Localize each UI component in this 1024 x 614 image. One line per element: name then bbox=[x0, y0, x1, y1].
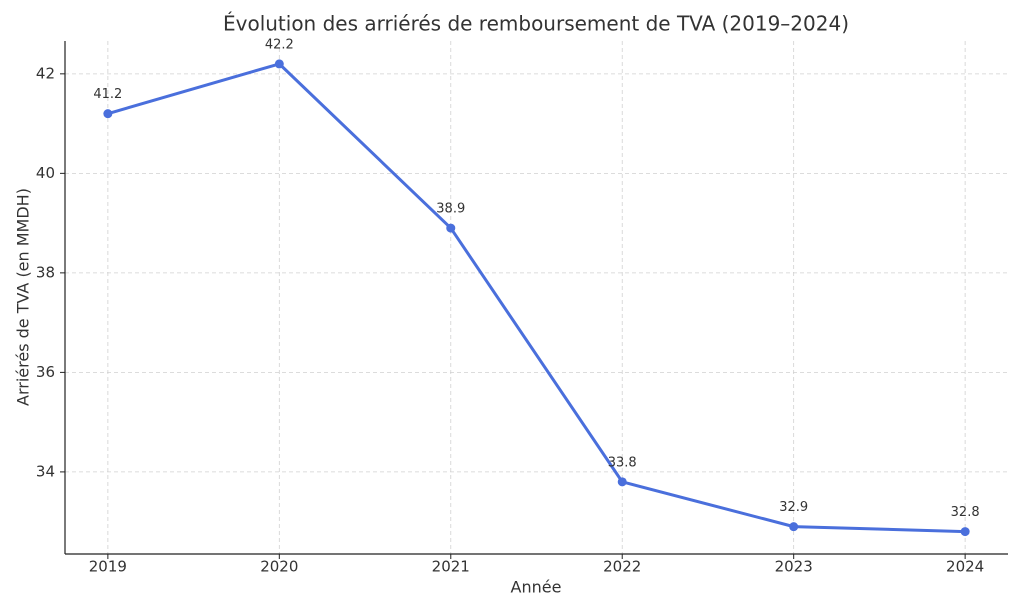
data-label: 42.2 bbox=[265, 37, 294, 52]
y-axis-label: Arriérés de TVA (en MMDH) bbox=[14, 188, 33, 406]
y-tick-label: 42 bbox=[36, 64, 55, 82]
point bbox=[789, 522, 799, 532]
point bbox=[960, 527, 970, 537]
data-label: 38.9 bbox=[436, 202, 465, 217]
chart-title: Évolution des arriérés de remboursement … bbox=[223, 12, 849, 36]
x-tick-label: 2019 bbox=[89, 558, 127, 576]
x-tick-label: 2023 bbox=[775, 558, 813, 576]
data-label: 32.9 bbox=[779, 500, 808, 515]
x-axis-label: Année bbox=[511, 578, 562, 597]
y-tick-label: 38 bbox=[36, 263, 55, 281]
y-tick-label: 40 bbox=[36, 164, 55, 182]
y-tick-label: 36 bbox=[36, 363, 55, 381]
data-label: 33.8 bbox=[608, 455, 637, 470]
data-label: 41.2 bbox=[93, 87, 122, 102]
point bbox=[446, 223, 456, 233]
x-tick-label: 2022 bbox=[603, 558, 641, 576]
y-tick-label: 34 bbox=[36, 462, 55, 480]
point bbox=[103, 109, 113, 119]
marks: 41.2 42.2 38.9 33.8 32.9 32.8 bbox=[93, 37, 980, 537]
x-tick-label: 2020 bbox=[260, 558, 298, 576]
axes bbox=[64, 41, 1008, 555]
data-label: 32.8 bbox=[951, 505, 980, 520]
grid bbox=[65, 41, 1008, 554]
line bbox=[107, 62, 966, 534]
point bbox=[274, 59, 284, 69]
point bbox=[617, 477, 627, 487]
x-tick-label: 2024 bbox=[946, 558, 984, 576]
x-tick-label: 2021 bbox=[432, 558, 470, 576]
